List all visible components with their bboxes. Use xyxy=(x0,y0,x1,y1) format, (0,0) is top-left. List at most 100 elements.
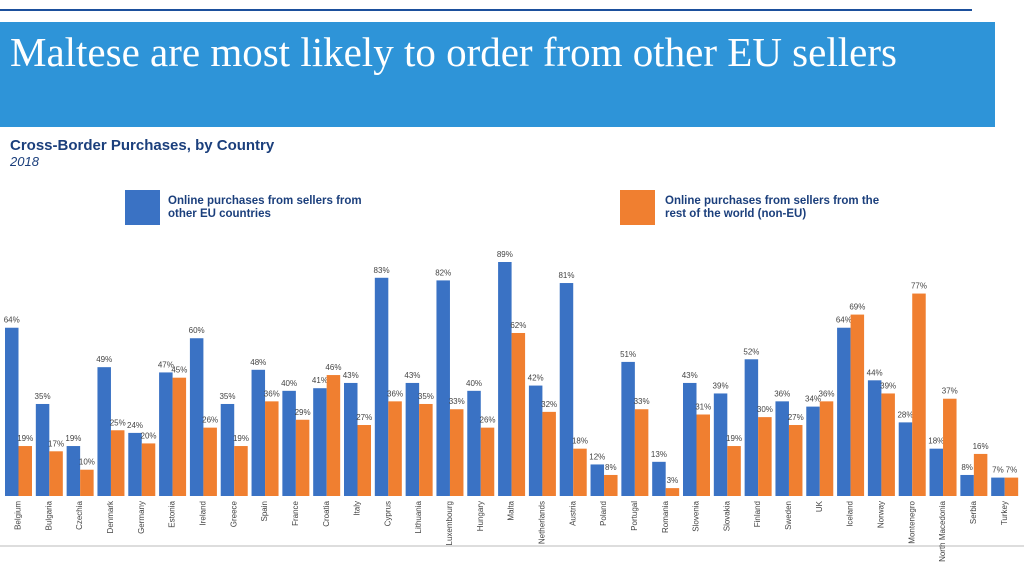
legend-swatch xyxy=(125,190,160,225)
bar xyxy=(929,448,944,496)
value-label: 81% xyxy=(558,271,574,280)
bar xyxy=(498,262,512,496)
value-label: 20% xyxy=(141,431,157,440)
x-tick-label: Cyprus xyxy=(383,501,392,526)
value-label: 48% xyxy=(250,358,266,367)
x-tick-label: Poland xyxy=(599,501,608,526)
bar xyxy=(943,398,957,496)
value-label: 77% xyxy=(911,282,927,291)
bar xyxy=(295,419,310,496)
bar xyxy=(189,338,204,496)
bar xyxy=(388,401,402,496)
value-label: 26% xyxy=(202,416,218,425)
x-tick-label: Czechia xyxy=(75,500,84,529)
bar xyxy=(573,448,587,496)
bar xyxy=(357,425,371,496)
x-tick-label: Netherlands xyxy=(538,501,547,544)
value-label: 42% xyxy=(528,374,544,383)
bar xyxy=(234,446,248,496)
legend-swatch xyxy=(620,190,655,225)
value-label: 26% xyxy=(480,416,496,425)
value-label: 3% xyxy=(667,476,679,485)
value-label: 82% xyxy=(435,268,451,277)
x-tick-label: Estonia xyxy=(168,500,177,527)
bar xyxy=(313,388,327,496)
bar xyxy=(590,464,605,496)
bar xyxy=(5,327,19,496)
bar xyxy=(744,359,759,496)
x-tick-label: France xyxy=(291,500,300,525)
value-label: 35% xyxy=(35,392,51,401)
value-label: 45% xyxy=(171,366,187,375)
value-label: 12% xyxy=(589,452,605,461)
value-label: 19% xyxy=(726,434,742,443)
bar xyxy=(683,382,697,496)
value-label: 43% xyxy=(404,371,420,380)
bar xyxy=(511,332,526,496)
value-label: 28% xyxy=(897,410,913,419)
bar xyxy=(18,446,32,496)
x-tick-label: Greece xyxy=(229,500,238,527)
bar xyxy=(282,390,296,496)
top-rule xyxy=(0,9,972,11)
value-label: 47% xyxy=(158,360,174,369)
value-label: 33% xyxy=(634,397,650,406)
x-tick-label: Austria xyxy=(568,500,577,525)
bar xyxy=(867,380,882,496)
bar xyxy=(203,427,217,496)
value-label: 51% xyxy=(620,350,636,359)
value-label: 39% xyxy=(713,381,729,390)
bar xyxy=(652,461,666,496)
value-label: 52% xyxy=(743,347,759,356)
bar xyxy=(775,401,789,496)
x-tick-label: Romania xyxy=(661,500,670,533)
x-tick-label: Italy xyxy=(353,501,362,516)
x-tick-label: Slovenia xyxy=(692,500,701,531)
value-label: 35% xyxy=(418,392,434,401)
bar xyxy=(806,406,820,496)
bar xyxy=(80,469,94,496)
x-tick-label: Lithuania xyxy=(414,500,423,533)
bar xyxy=(542,411,556,496)
value-label: 17% xyxy=(48,439,64,448)
chart-subtitle: Cross-Border Purchases, by Country xyxy=(10,137,275,154)
x-tick-label: North Macedonia xyxy=(938,500,947,561)
x-tick-label: Ireland xyxy=(199,501,208,525)
value-label: 13% xyxy=(651,450,667,459)
value-label: 41% xyxy=(312,376,328,385)
bar xyxy=(837,327,851,496)
value-label: 39% xyxy=(880,381,896,390)
value-label: 36% xyxy=(819,389,835,398)
value-label: 7% xyxy=(992,466,1004,475)
bar xyxy=(110,430,125,496)
value-label: 19% xyxy=(65,434,81,443)
value-label: 36% xyxy=(774,389,790,398)
x-tick-label: Luxembourg xyxy=(445,501,454,545)
bar xyxy=(436,280,450,496)
value-label: 19% xyxy=(17,434,33,443)
value-label: 31% xyxy=(695,402,711,411)
value-label: 64% xyxy=(836,316,852,325)
bar xyxy=(159,372,173,496)
bar xyxy=(1004,477,1019,496)
value-label: 40% xyxy=(281,379,297,388)
value-label: 83% xyxy=(374,266,390,275)
bar xyxy=(991,477,1005,496)
x-tick-label: Germany xyxy=(137,501,146,534)
bar xyxy=(881,393,895,496)
chart-year: 2018 xyxy=(10,154,39,169)
bar xyxy=(419,403,433,496)
bar xyxy=(559,283,574,496)
bar xyxy=(97,367,111,496)
x-tick-label: Croatia xyxy=(322,500,331,526)
chart-title: Maltese are most likely to order from ot… xyxy=(0,22,995,127)
x-tick-label: Bulgaria xyxy=(44,500,53,530)
value-label: 62% xyxy=(510,321,526,330)
x-tick-label: Spain xyxy=(260,501,269,521)
bar xyxy=(850,314,865,496)
bar xyxy=(141,443,156,496)
bar xyxy=(467,390,481,496)
bar xyxy=(344,382,358,496)
value-label: 49% xyxy=(96,355,112,364)
